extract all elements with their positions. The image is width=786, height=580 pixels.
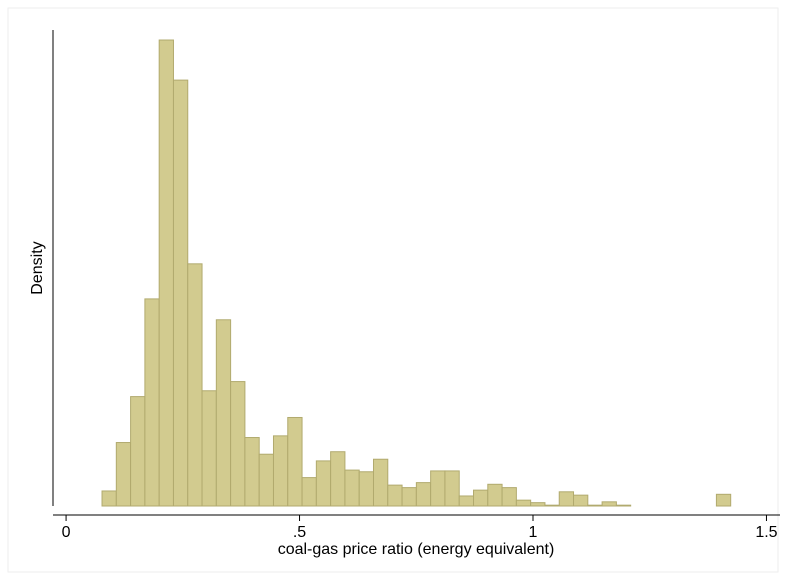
bar [158, 39, 174, 507]
bar [287, 416, 303, 507]
bar [115, 442, 132, 507]
x-tick-label: 1 [529, 524, 538, 541]
bar [101, 490, 117, 507]
frame [7, 7, 779, 573]
bar [330, 451, 346, 507]
bar [387, 484, 403, 507]
bar [458, 495, 475, 507]
bar [301, 477, 317, 507]
bar [201, 390, 217, 507]
bar [130, 396, 146, 507]
bar [215, 319, 232, 507]
bar [372, 458, 389, 507]
bar [187, 263, 203, 507]
bar [530, 502, 546, 507]
bar [172, 79, 189, 507]
bar [444, 470, 460, 507]
bar [244, 437, 260, 507]
x-axis-label: coal-gas price ratio (energy equivalent) [278, 541, 555, 558]
bar [544, 504, 560, 507]
bar [401, 487, 417, 507]
bar [415, 482, 432, 507]
x-tick-label: .5 [293, 524, 306, 541]
x-tick-label: 0 [62, 524, 71, 541]
bar [601, 501, 617, 507]
bar [515, 499, 532, 507]
x-tick-label: 1.5 [755, 524, 777, 541]
bar [315, 460, 332, 507]
bar [344, 469, 360, 507]
bar [615, 504, 632, 507]
bar [501, 487, 517, 507]
bar [272, 435, 289, 507]
bar [258, 453, 274, 507]
bar [358, 471, 374, 507]
bar [230, 381, 246, 507]
bar [473, 489, 489, 507]
bar [430, 470, 446, 507]
bar [487, 483, 503, 507]
bar [144, 298, 160, 507]
bar [715, 493, 732, 507]
bar [558, 491, 575, 507]
bar [587, 504, 603, 507]
y-axis-label: Density [29, 241, 46, 294]
bar [573, 494, 589, 507]
